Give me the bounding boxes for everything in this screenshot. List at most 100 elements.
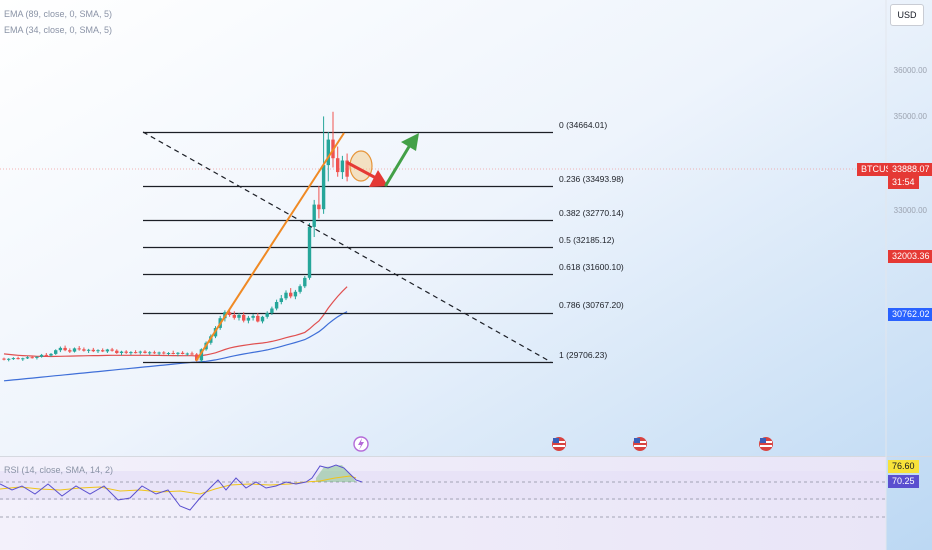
lightning-icon[interactable] <box>353 436 369 452</box>
candle-body <box>7 358 11 360</box>
candle-body <box>303 277 307 287</box>
candle-body <box>227 312 232 315</box>
candle-body <box>91 349 95 352</box>
candle-body <box>289 292 293 297</box>
candle-body <box>307 226 312 278</box>
candle-body <box>265 313 269 317</box>
candle-body <box>96 350 100 352</box>
candle-body <box>279 298 283 302</box>
us-flag-icon[interactable] <box>759 437 773 451</box>
candle-body <box>171 353 175 354</box>
price-tick: 36000.00 <box>893 66 927 75</box>
candle-body <box>340 160 345 173</box>
candle-body <box>86 349 91 351</box>
candle-body <box>180 352 185 354</box>
candle-body <box>157 352 161 354</box>
rsi-line <box>0 464 363 511</box>
dashed-trend-line <box>142 131 552 363</box>
candle-body <box>115 350 119 353</box>
candle-body <box>72 348 77 352</box>
rsi-overbought-fill <box>316 465 356 482</box>
rsi-pane-background <box>0 457 886 550</box>
candle-body <box>317 204 321 210</box>
rsi-ma-line <box>0 475 357 495</box>
candle-body <box>16 358 20 360</box>
candle-body <box>101 350 105 352</box>
candle-body <box>336 158 340 173</box>
candle-body <box>260 316 265 322</box>
candle-body <box>274 302 279 309</box>
impulse-trend-line <box>195 132 345 362</box>
candle-body <box>162 352 166 354</box>
candle-body <box>312 204 316 227</box>
candle-body <box>25 357 30 359</box>
candle-body <box>345 160 349 177</box>
event-markers <box>353 436 773 452</box>
price-tick: 35000.00 <box>893 112 927 121</box>
candle-body <box>143 351 147 353</box>
candle-body <box>54 350 58 354</box>
candle-body <box>63 347 67 351</box>
fib-label-05: 0.5 (32185.12) <box>559 235 615 245</box>
ema89-line <box>3 311 348 382</box>
rsi-indicator-label[interactable]: RSI (14, close, SMA, 14, 2) <box>4 465 114 475</box>
countdown-badge: 31:54 <box>888 176 919 189</box>
candle-body <box>138 351 142 353</box>
rsi-ma-badge: 70.25 <box>888 475 919 488</box>
candle-body <box>77 348 81 350</box>
ema89-indicator-label[interactable]: EMA (89, close, 0, SMA, 5) <box>4 9 113 19</box>
fib-label-1: 1 (29706.23) <box>559 350 608 360</box>
fib-label-0: 0 (34664.01) <box>559 120 608 130</box>
candle-body <box>2 358 6 360</box>
us-flag-icon[interactable] <box>552 437 566 451</box>
candle-body <box>119 351 124 353</box>
candle-body <box>110 349 114 351</box>
ema34-line <box>3 286 348 358</box>
candle-body <box>30 357 34 359</box>
currency-button[interactable]: USD <box>890 4 924 26</box>
fib-label-0236: 0.236 (33493.98) <box>559 174 624 184</box>
candle-body <box>232 315 236 318</box>
ema34-value-badge: 32003.36 <box>888 250 932 263</box>
ema-layer <box>3 286 348 382</box>
candle-body <box>251 315 255 318</box>
candle-body <box>242 315 246 321</box>
fib-label-0786: 0.786 (30767.20) <box>559 300 624 310</box>
ema89-value-badge: 30762.02 <box>888 308 932 321</box>
fib-label-0618: 0.618 (31600.10) <box>559 262 624 272</box>
candle-body <box>148 352 152 354</box>
candle-body <box>35 356 39 358</box>
candle-body <box>256 315 260 322</box>
last-price-badge: 33888.07 <box>888 163 932 176</box>
us-flag-icon[interactable] <box>633 437 647 451</box>
bearish-arrow <box>346 161 388 187</box>
candle-body <box>39 354 44 357</box>
candle-body <box>11 358 16 360</box>
candle-body <box>321 165 326 210</box>
ema34-indicator-label[interactable]: EMA (34, close, 0, SMA, 5) <box>4 25 113 35</box>
candle-body <box>68 350 72 352</box>
candle-body <box>190 353 194 355</box>
candle-body <box>326 139 330 166</box>
candle-body <box>176 352 180 354</box>
candle-body <box>298 286 302 292</box>
candle-body <box>195 354 199 361</box>
candle-body <box>21 358 25 360</box>
bullish-arrow <box>384 133 419 187</box>
candle-body <box>49 353 53 356</box>
candle-body <box>284 292 288 299</box>
candle-body <box>237 315 241 318</box>
candle-body <box>133 352 138 354</box>
candle-body <box>58 347 63 351</box>
rsi-band <box>0 471 886 500</box>
candle-body <box>129 352 133 354</box>
price-tick: 33000.00 <box>893 206 927 215</box>
candle-body <box>270 308 274 314</box>
fib-label-0382: 0.382 (32770.14) <box>559 208 624 218</box>
candle-body <box>199 349 204 361</box>
rsi-value-badge: 76.60 <box>888 460 919 473</box>
candle-body <box>82 349 86 351</box>
candle-body <box>44 354 48 356</box>
fibonacci-levels <box>143 131 553 364</box>
